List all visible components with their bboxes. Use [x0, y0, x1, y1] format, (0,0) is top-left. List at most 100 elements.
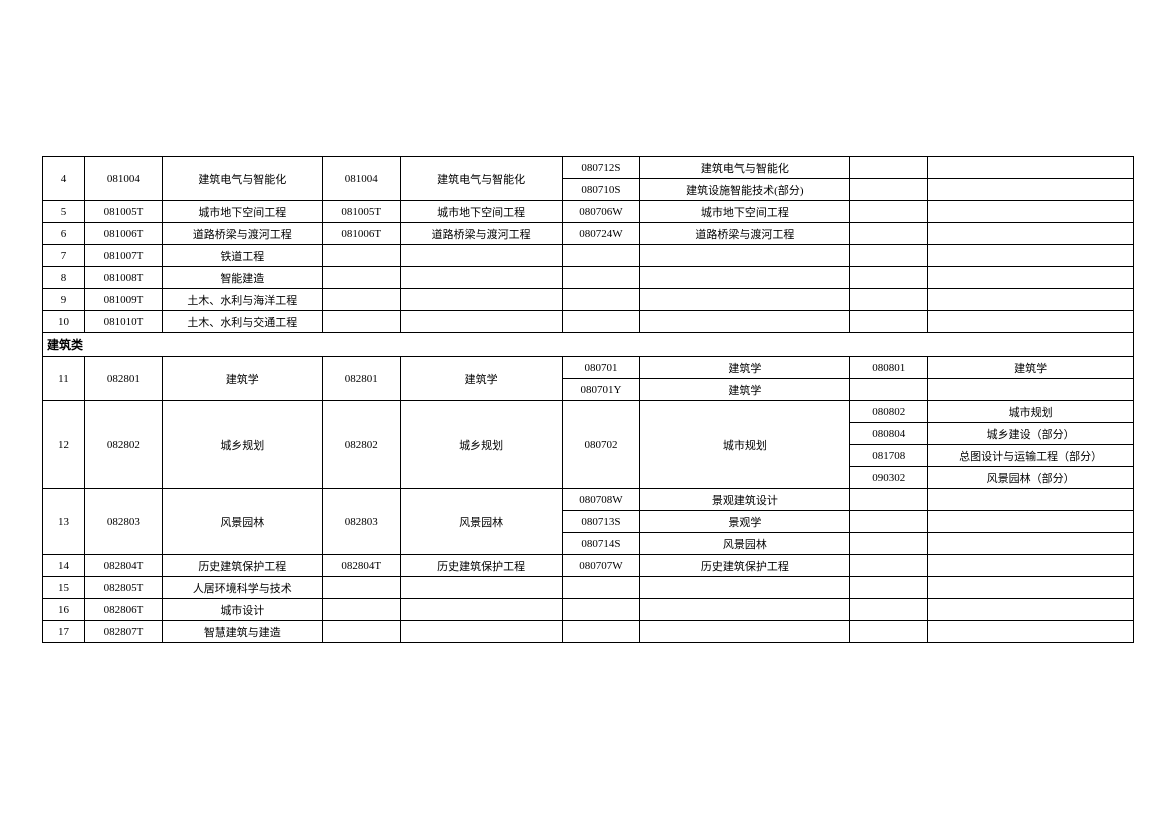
- cell-code4: 080802: [850, 401, 928, 423]
- cell-index: 9: [43, 289, 85, 311]
- cell-name3: 建筑学: [640, 379, 850, 401]
- cell-name1: 人居环境科学与技术: [162, 577, 322, 599]
- cell-code3: [562, 599, 640, 621]
- cell-index: 15: [43, 577, 85, 599]
- cell-name3: [640, 289, 850, 311]
- table-row: 6 081006T 道路桥梁与渡河工程 081006T 道路桥梁与渡河工程 08…: [43, 223, 1134, 245]
- cell-name4: [928, 577, 1134, 599]
- cell-code2: 082802: [322, 401, 400, 489]
- cell-index: 12: [43, 401, 85, 489]
- cell-name3: 建筑电气与智能化: [640, 157, 850, 179]
- cell-name4: [928, 599, 1134, 621]
- majors-table: 4 081004 建筑电气与智能化 081004 建筑电气与智能化 080712…: [42, 156, 1134, 643]
- cell-name3: [640, 621, 850, 643]
- cell-name3: 建筑设施智能技术(部分): [640, 179, 850, 201]
- table-row: 12 082802 城乡规划 082802 城乡规划 080702 城市规划 0…: [43, 401, 1134, 423]
- cell-code3: 080710S: [562, 179, 640, 201]
- cell-name2: [400, 599, 562, 621]
- cell-name1: 道路桥梁与渡河工程: [162, 223, 322, 245]
- table-row: 17 082807T 智慧建筑与建造: [43, 621, 1134, 643]
- cell-name3: 城市地下空间工程: [640, 201, 850, 223]
- cell-name3: 道路桥梁与渡河工程: [640, 223, 850, 245]
- cell-code3: 080701: [562, 357, 640, 379]
- table-row: 15 082805T 人居环境科学与技术: [43, 577, 1134, 599]
- cell-code3: 080713S: [562, 511, 640, 533]
- cell-code4: [850, 577, 928, 599]
- cell-code2: [322, 621, 400, 643]
- cell-code2: 082801: [322, 357, 400, 401]
- cell-code1: 082807T: [84, 621, 162, 643]
- cell-code3: [562, 311, 640, 333]
- cell-name1: 智慧建筑与建造: [162, 621, 322, 643]
- section-header-row: 建筑类: [43, 333, 1134, 357]
- cell-name4: [928, 223, 1134, 245]
- cell-name1: 城市设计: [162, 599, 322, 621]
- table-body: 4 081004 建筑电气与智能化 081004 建筑电气与智能化 080712…: [43, 157, 1134, 643]
- cell-code3: 080708W: [562, 489, 640, 511]
- cell-name1: 土木、水利与交通工程: [162, 311, 322, 333]
- cell-index: 7: [43, 245, 85, 267]
- cell-name1: 城乡规划: [162, 401, 322, 489]
- cell-name4: [928, 201, 1134, 223]
- cell-code2: [322, 577, 400, 599]
- cell-name4: 风景园林（部分）: [928, 467, 1134, 489]
- cell-code3: 080714S: [562, 533, 640, 555]
- cell-code3: 080724W: [562, 223, 640, 245]
- cell-code4: [850, 621, 928, 643]
- cell-name4: [928, 179, 1134, 201]
- cell-index: 5: [43, 201, 85, 223]
- table-row: 13 082803 风景园林 082803 风景园林 080708W 景观建筑设…: [43, 489, 1134, 511]
- cell-index: 6: [43, 223, 85, 245]
- table-row: 16 082806T 城市设计: [43, 599, 1134, 621]
- cell-code4: [850, 223, 928, 245]
- cell-code4: [850, 267, 928, 289]
- cell-name2: [400, 267, 562, 289]
- cell-name1: 建筑学: [162, 357, 322, 401]
- cell-code1: 082806T: [84, 599, 162, 621]
- table-row: 11 082801 建筑学 082801 建筑学 080701 建筑学 0808…: [43, 357, 1134, 379]
- cell-code4: [850, 555, 928, 577]
- cell-code3: [562, 289, 640, 311]
- document-page: 4 081004 建筑电气与智能化 081004 建筑电气与智能化 080712…: [0, 0, 1174, 830]
- cell-name1: 土木、水利与海洋工程: [162, 289, 322, 311]
- cell-code4: [850, 157, 928, 179]
- cell-name4: 城市规划: [928, 401, 1134, 423]
- cell-name4: [928, 533, 1134, 555]
- cell-name4: [928, 489, 1134, 511]
- cell-name3: [640, 267, 850, 289]
- cell-name4: [928, 555, 1134, 577]
- cell-code2: [322, 599, 400, 621]
- cell-name3: [640, 577, 850, 599]
- cell-name2: [400, 621, 562, 643]
- cell-name3: [640, 311, 850, 333]
- cell-name1: 铁道工程: [162, 245, 322, 267]
- cell-index: 17: [43, 621, 85, 643]
- cell-code2: [322, 267, 400, 289]
- cell-name2: [400, 289, 562, 311]
- cell-code1: 081005T: [84, 201, 162, 223]
- cell-name2: 风景园林: [400, 489, 562, 555]
- cell-name3: [640, 245, 850, 267]
- cell-name3: 景观建筑设计: [640, 489, 850, 511]
- cell-index: 13: [43, 489, 85, 555]
- cell-name3: 建筑学: [640, 357, 850, 379]
- cell-name4: [928, 267, 1134, 289]
- cell-code1: 082801: [84, 357, 162, 401]
- cell-name4: [928, 289, 1134, 311]
- table-row: 4 081004 建筑电气与智能化 081004 建筑电气与智能化 080712…: [43, 157, 1134, 179]
- cell-code4: [850, 533, 928, 555]
- cell-name2: 建筑电气与智能化: [400, 157, 562, 201]
- cell-code4: 080804: [850, 423, 928, 445]
- cell-code1: 081009T: [84, 289, 162, 311]
- cell-index: 8: [43, 267, 85, 289]
- cell-name2: 建筑学: [400, 357, 562, 401]
- table-row: 7 081007T 铁道工程: [43, 245, 1134, 267]
- cell-name3: 历史建筑保护工程: [640, 555, 850, 577]
- cell-code3: 080702: [562, 401, 640, 489]
- cell-name4: [928, 157, 1134, 179]
- cell-code2: 081005T: [322, 201, 400, 223]
- cell-code3: 080706W: [562, 201, 640, 223]
- cell-name4: [928, 379, 1134, 401]
- cell-code1: 081006T: [84, 223, 162, 245]
- cell-name3: 风景园林: [640, 533, 850, 555]
